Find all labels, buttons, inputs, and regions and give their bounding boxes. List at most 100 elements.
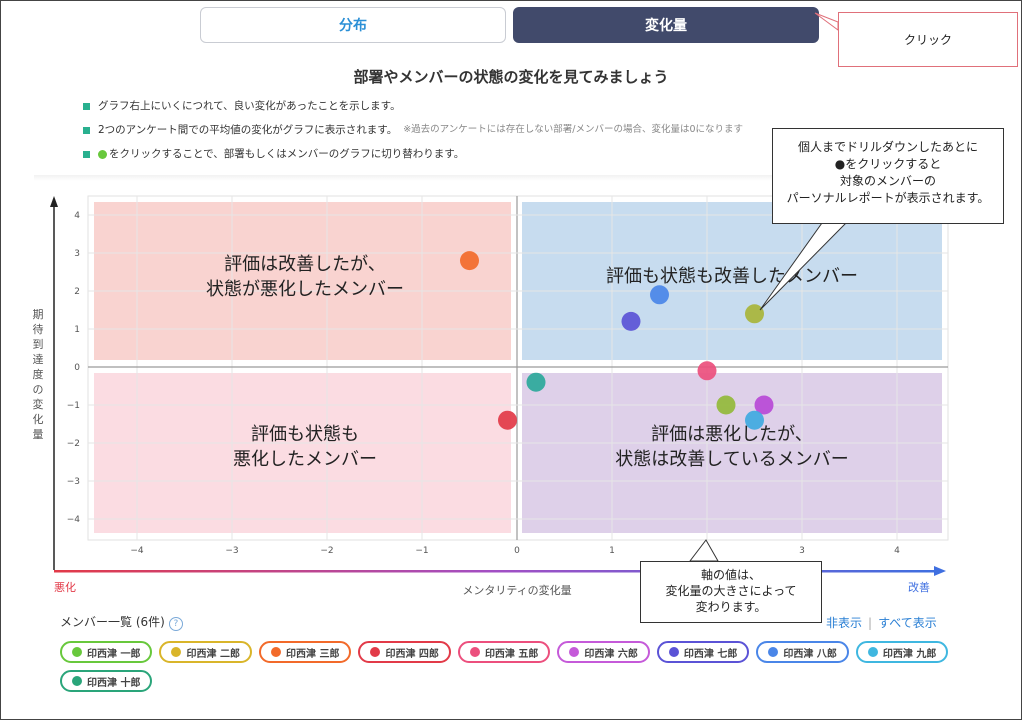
- y-tick-label: −1: [67, 401, 80, 411]
- y-axis-label-char: の: [33, 383, 44, 396]
- bullet-square-icon: [83, 150, 90, 158]
- callout-axis-line: 変化量の大きさによって: [665, 584, 797, 598]
- callout-personal-line: パーソナルレポートが表示されます。: [786, 191, 990, 205]
- x-tick-label: −1: [415, 546, 428, 556]
- data-point[interactable]: [754, 395, 774, 415]
- page-heading: 部署やメンバーの状態の変化を見てみましょう: [353, 68, 669, 86]
- data-point[interactable]: [526, 372, 546, 392]
- instruction-list: グラフ右上にいくにつれて、良い変化があったことを示します。 2つのアンケート間で…: [83, 94, 743, 166]
- green-dot-icon: [98, 149, 107, 159]
- hide-link[interactable]: 非表示: [826, 616, 863, 630]
- y-axis-label-char: 化: [33, 412, 44, 426]
- show-all-link[interactable]: すべて表示: [878, 616, 937, 630]
- y-axis-arrow-icon: [50, 196, 58, 207]
- x-axis-arrow-icon: [934, 566, 946, 576]
- link-separator: |: [868, 616, 873, 630]
- y-tick-label: 1: [74, 325, 80, 335]
- member-color-dot-icon: [867, 647, 878, 657]
- y-tick-label: 2: [74, 287, 80, 297]
- quadrant-label-line: 悪化したメンバー: [233, 449, 377, 470]
- callout-personal-report: 個人までドリルダウンしたあとに ●をクリックすると 対象のメンバーの パーソナルレポー…: [772, 128, 1004, 224]
- instruction-item: 2つのアンケート間での平均値の変化がグラフに表示されます。 ※過去のアンケートに…: [83, 118, 743, 142]
- instruction-item: グラフ右上にいくにつれて、良い変化があったことを示します。: [83, 94, 743, 118]
- member-chip[interactable]: 印西津 六郎: [557, 641, 650, 663]
- y-axis-label-char: 到: [33, 338, 44, 351]
- y-tick-label: 0: [74, 363, 80, 373]
- data-point[interactable]: [745, 410, 764, 430]
- member-chip-label: 印西津 四郎: [385, 648, 439, 660]
- member-color-dot-icon: [768, 647, 779, 657]
- instruction-text: グラフ右上にいくにつれて、良い変化があったことを示します。: [98, 100, 401, 112]
- quadrant-label: 評価も状態も改善したメンバー: [606, 266, 858, 287]
- member-chip[interactable]: 印西津 九郎: [855, 641, 949, 663]
- member-chip-label: 印西津 三郎: [285, 648, 340, 660]
- quadrant-label-line: 評価は悪化したが、: [651, 424, 813, 445]
- member-color-dot-icon: [370, 647, 381, 657]
- data-point[interactable]: [621, 311, 641, 331]
- data-point[interactable]: [716, 395, 736, 415]
- y-tick-label: −3: [67, 477, 80, 487]
- y-tick-label: −4: [67, 515, 81, 525]
- data-point[interactable]: [697, 361, 717, 381]
- help-icon[interactable]: ?: [168, 617, 183, 631]
- x-tick-label: 3: [799, 546, 805, 556]
- y-axis-label-char: 達: [33, 353, 44, 366]
- data-point[interactable]: [498, 410, 517, 430]
- callout-axis-pointer: [688, 539, 719, 562]
- y-axis-label-char: 度: [33, 367, 44, 381]
- member-chip[interactable]: 印西津 五郎: [457, 641, 551, 663]
- quadrant-label-line: 状態は改善しているメンバー: [615, 449, 848, 470]
- y-tick-label: 3: [74, 249, 80, 259]
- data-point[interactable]: [650, 285, 669, 305]
- x-axis-line: [54, 570, 934, 573]
- bullet-square-icon: [83, 102, 90, 110]
- member-chip[interactable]: 印西津 七郎: [656, 641, 750, 663]
- callout-personal-line: 個人までドリルダウンしたあとに: [797, 140, 978, 154]
- bullet-square-icon: [83, 126, 90, 134]
- callout-click: クリック: [838, 12, 1018, 67]
- member-chip[interactable]: 印西津 十郎: [60, 670, 153, 692]
- y-axis-label-char: 変: [33, 397, 44, 411]
- x-tick-label: −4: [130, 546, 144, 556]
- member-color-dot-icon: [72, 647, 82, 657]
- tab-change[interactable]: 変化量: [513, 7, 819, 43]
- member-chip[interactable]: 印西津 二郎: [159, 641, 252, 663]
- member-chip-label: 印西津 六郎: [584, 648, 638, 660]
- instruction-text: をクリックすることで、部署もしくはメンバーのグラフに切り替わります。: [109, 148, 465, 160]
- data-point[interactable]: [745, 304, 764, 324]
- member-list-title: メンバー一覧 (6件)?: [60, 613, 183, 631]
- instruction-note: ※過去のアンケートには存在しない部署/メンバーの場合、変化量は0になります: [403, 124, 744, 135]
- member-color-dot-icon: [469, 647, 480, 657]
- x-tick-label: 1: [609, 546, 615, 556]
- member-chip-label: 印西津 二郎: [186, 648, 240, 660]
- callout-click-pointer: [814, 12, 839, 31]
- member-chip[interactable]: 印西津 三郎: [258, 641, 352, 663]
- instruction-text: 2つのアンケート間での平均値の変化がグラフに表示されます。: [98, 124, 398, 136]
- member-chip[interactable]: 印西津 一郎: [60, 641, 153, 663]
- callout-personal-line: ●をクリックすると: [834, 157, 942, 171]
- quadrant-label: 評価も状態も悪化したメンバー: [233, 424, 377, 470]
- quadrant-label: 評価は改善したが、状態が悪化したメンバー: [206, 254, 404, 300]
- y-axis-label-char: 量: [33, 428, 44, 441]
- member-chip[interactable]: 印西津 八郎: [756, 641, 849, 663]
- quadrant-label-line: 評価も状態も改善したメンバー: [606, 266, 858, 287]
- tab-distribution[interactable]: 分布: [200, 7, 506, 43]
- member-color-dot-icon: [569, 647, 580, 657]
- member-chip-label: 印西津 一郎: [87, 648, 141, 660]
- quadrant-label-line: 評価は改善したが、: [224, 254, 386, 275]
- x-tick-label: 4: [894, 546, 900, 556]
- y-tick-label: 4: [74, 211, 80, 221]
- member-chip-label: 印西津 五郎: [484, 648, 539, 660]
- x-tick-label: 0: [514, 546, 520, 556]
- member-chip-label: 印西津 八郎: [783, 648, 837, 660]
- member-chip-label: 印西津 九郎: [882, 648, 937, 660]
- x-tick-label: −3: [225, 546, 238, 556]
- instruction-item: をクリックすることで、部署もしくはメンバーのグラフに切り替わります。: [83, 142, 743, 166]
- member-chip[interactable]: 印西津 四郎: [358, 641, 451, 663]
- member-chip-label: 印西津 十郎: [87, 677, 141, 689]
- data-point[interactable]: [460, 251, 479, 271]
- x-axis-label: メンタリティの変化量: [462, 583, 571, 597]
- section-divider: [34, 175, 994, 181]
